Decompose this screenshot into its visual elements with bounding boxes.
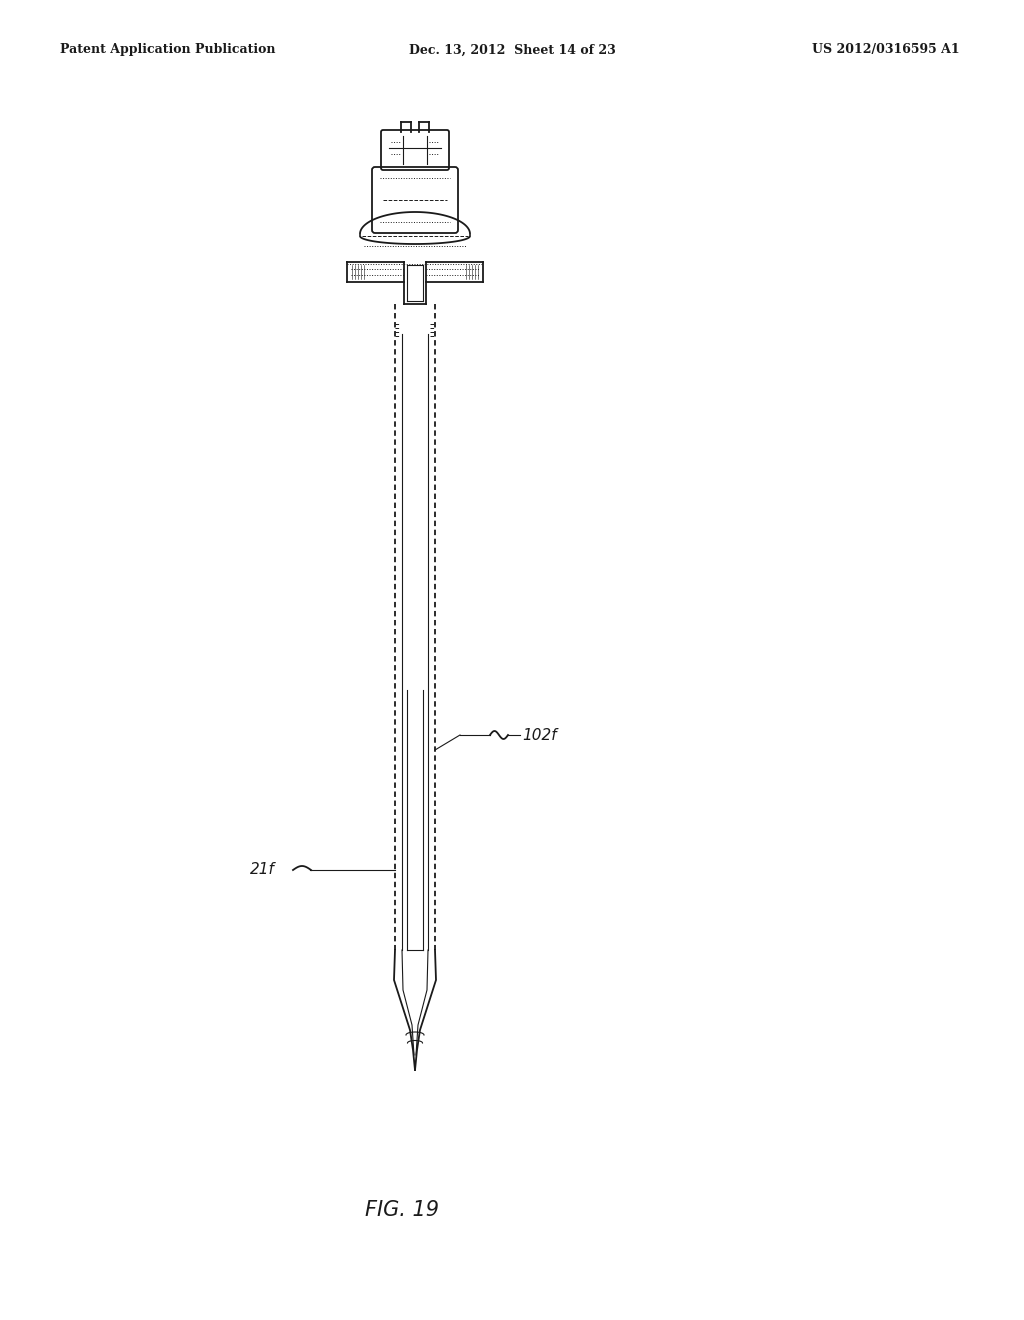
Text: US 2012/0316595 A1: US 2012/0316595 A1 (812, 44, 961, 57)
Text: Patent Application Publication: Patent Application Publication (60, 44, 275, 57)
Text: 21f: 21f (250, 862, 274, 878)
Text: FIG. 19: FIG. 19 (365, 1200, 439, 1220)
Text: 102f: 102f (522, 727, 557, 742)
Text: Dec. 13, 2012  Sheet 14 of 23: Dec. 13, 2012 Sheet 14 of 23 (409, 44, 615, 57)
